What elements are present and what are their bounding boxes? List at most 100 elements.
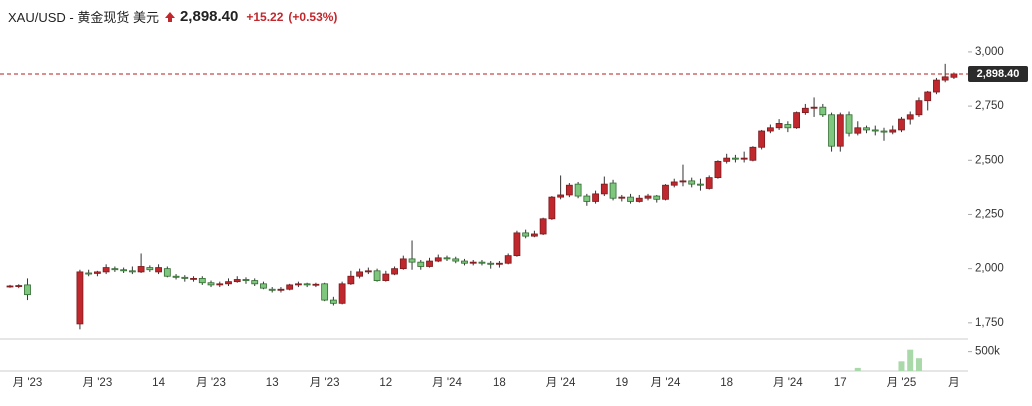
change-pct: (+0.53%) — [288, 9, 338, 24]
candle-body — [111, 268, 119, 271]
x-tick-label: 月 — [948, 377, 960, 389]
x-tick-label: 月 '23 — [196, 377, 226, 389]
candle-body — [705, 177, 713, 189]
candle-body — [15, 285, 23, 287]
candle-body — [557, 194, 565, 198]
candle-body — [347, 275, 355, 285]
candle-body — [592, 193, 599, 202]
candle-body — [574, 183, 582, 197]
candle-body — [871, 129, 879, 132]
candle-body — [268, 288, 276, 291]
candle-body — [137, 266, 145, 273]
candle-body — [627, 196, 634, 202]
volume-bar — [907, 349, 914, 371]
candle-body — [898, 118, 905, 131]
x-tick-label: 月 '24 — [651, 377, 681, 389]
candle-body — [539, 218, 547, 235]
candle-body — [740, 157, 748, 160]
candle-body — [181, 276, 189, 279]
candle-body — [277, 288, 285, 291]
x-tick-label: 月 '24 — [432, 377, 462, 389]
candle-body — [286, 284, 294, 290]
candle-body — [391, 268, 398, 275]
candle-body — [216, 283, 224, 286]
candle-body — [487, 262, 495, 265]
candle-body — [478, 261, 486, 264]
candle-body — [810, 106, 818, 109]
x-tick-label: 月 '23 — [310, 377, 340, 389]
candle-body — [679, 180, 687, 183]
candle-body — [172, 275, 180, 278]
candle-body — [880, 130, 888, 133]
up-arrow — [164, 11, 175, 22]
candle-body — [443, 257, 451, 260]
candle-body — [723, 157, 731, 162]
candle-body — [801, 107, 809, 114]
candle-body — [24, 284, 31, 296]
candle-body — [128, 270, 136, 273]
last-price-box — [968, 65, 1028, 82]
candle-body — [504, 255, 512, 264]
candle-body — [399, 258, 407, 270]
candle-body — [819, 106, 827, 116]
candle-body — [950, 73, 958, 78]
y-tick-label: 3,000 — [975, 46, 1004, 58]
candle-body — [312, 283, 320, 286]
candle-body — [609, 182, 617, 199]
candle-body — [766, 127, 774, 132]
x-tick-label: 18 — [493, 377, 506, 389]
y-tick-label: 2,750 — [975, 100, 1004, 112]
candle-body — [845, 114, 853, 134]
volume-bar — [854, 367, 861, 371]
x-tick-label: 14 — [152, 377, 165, 389]
candle-body — [732, 157, 739, 160]
change: +15.22 — [246, 9, 284, 24]
candle-body — [513, 232, 521, 257]
y-tick-label: 1,750 — [975, 317, 1004, 329]
candle-body — [697, 183, 704, 186]
candle-body — [260, 283, 267, 289]
candle-body — [373, 270, 381, 281]
candle-body — [644, 195, 652, 199]
candle-body — [198, 277, 206, 284]
candle-body — [836, 114, 844, 147]
candle-body — [854, 127, 862, 134]
candle-body — [583, 195, 591, 202]
last-price-label: 2,898.40 — [977, 68, 1020, 80]
x-tick-label: 17 — [834, 377, 847, 389]
x-tick-label: 月 '25 — [887, 377, 917, 389]
volume-tick-label: 500k — [975, 346, 1000, 358]
candle-body — [496, 262, 503, 265]
candle-body — [6, 285, 14, 288]
candle-body — [233, 279, 241, 283]
candle-body — [775, 123, 783, 129]
candle-body — [548, 196, 556, 220]
candle-body — [461, 260, 468, 264]
x-tick-label: 12 — [379, 377, 392, 389]
candle-body — [688, 180, 696, 185]
y-tick-label: 2,250 — [975, 208, 1004, 220]
candle-body — [102, 267, 110, 273]
candle-body — [356, 271, 364, 277]
candle-body — [155, 267, 162, 273]
candle-body — [522, 232, 530, 237]
candle-body — [321, 283, 329, 301]
candle-body — [941, 76, 949, 81]
candle-body — [828, 114, 835, 147]
symbol: XAU/USD - 黄金现货 美元 — [8, 10, 159, 25]
candle-body — [163, 268, 171, 277]
candle-body — [207, 282, 215, 286]
candle-body — [670, 181, 678, 186]
candle-body — [749, 146, 757, 161]
x-tick-label: 19 — [615, 377, 628, 389]
candle-body — [758, 130, 766, 148]
x-tick-label: 月 '24 — [546, 377, 576, 389]
candle-body — [933, 79, 940, 93]
candle-body — [364, 270, 372, 273]
candle-body — [662, 184, 669, 200]
candle-body — [565, 184, 573, 196]
candle-body — [338, 283, 346, 304]
candle-body — [889, 129, 897, 133]
